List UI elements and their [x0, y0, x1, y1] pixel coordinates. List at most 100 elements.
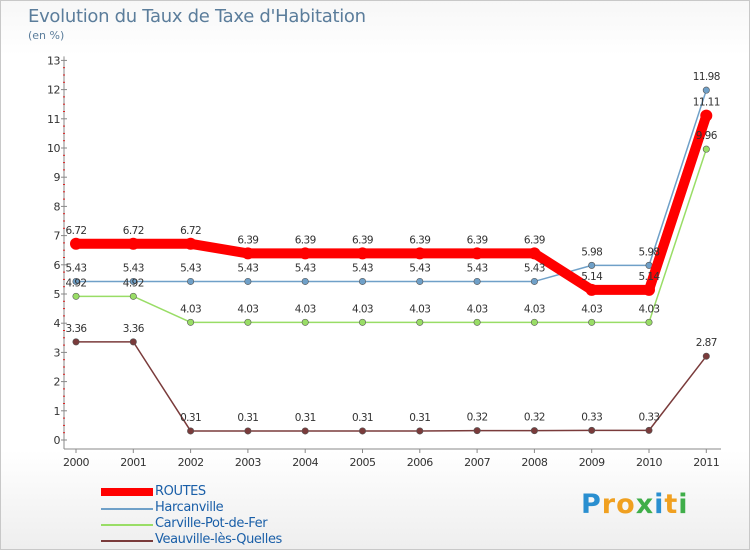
data-label: 0.32: [524, 412, 545, 424]
data-label: 0.31: [295, 412, 316, 424]
data-label: 0.33: [639, 411, 660, 423]
data-label: 6.72: [123, 225, 144, 237]
y-tick-label: 3: [54, 346, 61, 359]
data-label: 2.87: [696, 337, 717, 349]
data-label: 5.43: [123, 262, 144, 274]
data-point: [645, 426, 653, 434]
data-point: [356, 247, 369, 260]
series-line-0: [71, 110, 712, 295]
data-label: 0.32: [467, 412, 488, 424]
data-label: 6.39: [295, 234, 316, 246]
y-tick-label: 11: [47, 113, 60, 126]
data-point: [72, 292, 80, 300]
x-tick-label: 2006: [407, 456, 433, 469]
data-label: 5.43: [66, 262, 87, 274]
legend-label-harcanville: Harcanville: [155, 500, 224, 515]
data-point: [244, 427, 252, 435]
data-point: [530, 318, 538, 326]
data-label: 4.03: [180, 303, 201, 315]
x-tick-label: 2011: [693, 456, 719, 469]
y-tick-label: 0: [54, 434, 61, 447]
data-point: [585, 283, 598, 296]
legend-label-carville: Carville-Pot-de-Fer: [155, 516, 268, 531]
y-tick-label: 7: [54, 230, 61, 243]
data-label: 4.03: [409, 303, 430, 315]
data-point: [413, 247, 426, 260]
data-point: [72, 277, 80, 285]
data-label: 6.39: [409, 234, 430, 246]
series-line-2: [75, 148, 708, 324]
logo-letter: t: [664, 489, 679, 520]
data-point: [588, 261, 596, 269]
data-point: [473, 318, 481, 326]
data-point: [129, 277, 137, 285]
data-point: [473, 277, 481, 285]
data-point: [416, 277, 424, 285]
proxiti-logo: Proxiti: [581, 489, 689, 520]
y-tick-label: 12: [47, 84, 60, 97]
x-tick-label: 2003: [235, 456, 261, 469]
data-point: [301, 277, 309, 285]
data-label: 4.03: [295, 303, 316, 315]
data-label: 4.03: [524, 303, 545, 315]
data-label: 3.36: [66, 323, 88, 335]
data-point: [530, 277, 538, 285]
data-point: [471, 247, 484, 260]
logo-letter: r: [601, 489, 617, 520]
y-tick-label: 13: [47, 54, 60, 67]
data-label: 4.92: [66, 277, 87, 289]
y-tick-label: 10: [47, 142, 60, 155]
data-label: 4.03: [581, 303, 602, 315]
data-point: [588, 318, 596, 326]
data-point: [702, 352, 710, 360]
data-label: 5.98: [581, 246, 602, 258]
data-point: [702, 145, 710, 153]
data-label: 0.31: [352, 412, 373, 424]
data-label: 0.31: [409, 412, 430, 424]
data-label: 5.98: [639, 246, 660, 258]
data-label: 4.03: [352, 303, 373, 315]
data-point: [702, 86, 710, 94]
data-point: [588, 426, 596, 434]
y-tick-label: 6: [54, 259, 61, 272]
data-label: 5.43: [180, 262, 201, 274]
data-label: 6.72: [180, 225, 201, 237]
data-label: 4.92: [123, 277, 144, 289]
data-label: 5.14: [639, 271, 661, 283]
data-label: 6.39: [524, 234, 545, 246]
data-point: [643, 283, 655, 296]
data-point: [700, 109, 713, 122]
x-tick-label: 2004: [292, 456, 318, 469]
data-point: [301, 427, 309, 435]
data-point: [301, 318, 309, 326]
data-point: [358, 427, 366, 435]
data-label: 5.14: [581, 271, 603, 283]
logo-letter: o: [616, 489, 636, 520]
x-tick-label: 2008: [521, 456, 547, 469]
x-tick-label: 2010: [636, 456, 662, 469]
logo-letter: P: [581, 489, 602, 520]
series-line-1: [75, 89, 708, 283]
legend-label-veauville: Veauville-lès-Quelles: [155, 532, 282, 547]
y-tick-label: 2: [54, 376, 61, 389]
data-point: [129, 338, 137, 346]
y-tick-label: 5: [54, 288, 61, 301]
data-point: [358, 318, 366, 326]
data-label: 6.72: [66, 225, 87, 237]
x-tick-label: 2007: [464, 456, 490, 469]
data-label: 4.03: [237, 303, 258, 315]
data-point: [244, 318, 252, 326]
chart-title: Evolution du Taux de Taxe d'Habitation: [28, 6, 366, 27]
logo-letter: i: [654, 489, 665, 520]
y-tick-label: 4: [54, 317, 61, 330]
data-label: 6.39: [352, 234, 373, 246]
data-label: 11.11: [693, 97, 720, 109]
data-label: 9.96: [696, 130, 718, 142]
data-label: 6.39: [467, 234, 488, 246]
data-point: [528, 247, 541, 260]
data-label: 5.43: [409, 262, 430, 274]
data-label: 6.39: [237, 234, 258, 246]
y-tick-label: 8: [54, 200, 61, 213]
data-point: [187, 318, 195, 326]
